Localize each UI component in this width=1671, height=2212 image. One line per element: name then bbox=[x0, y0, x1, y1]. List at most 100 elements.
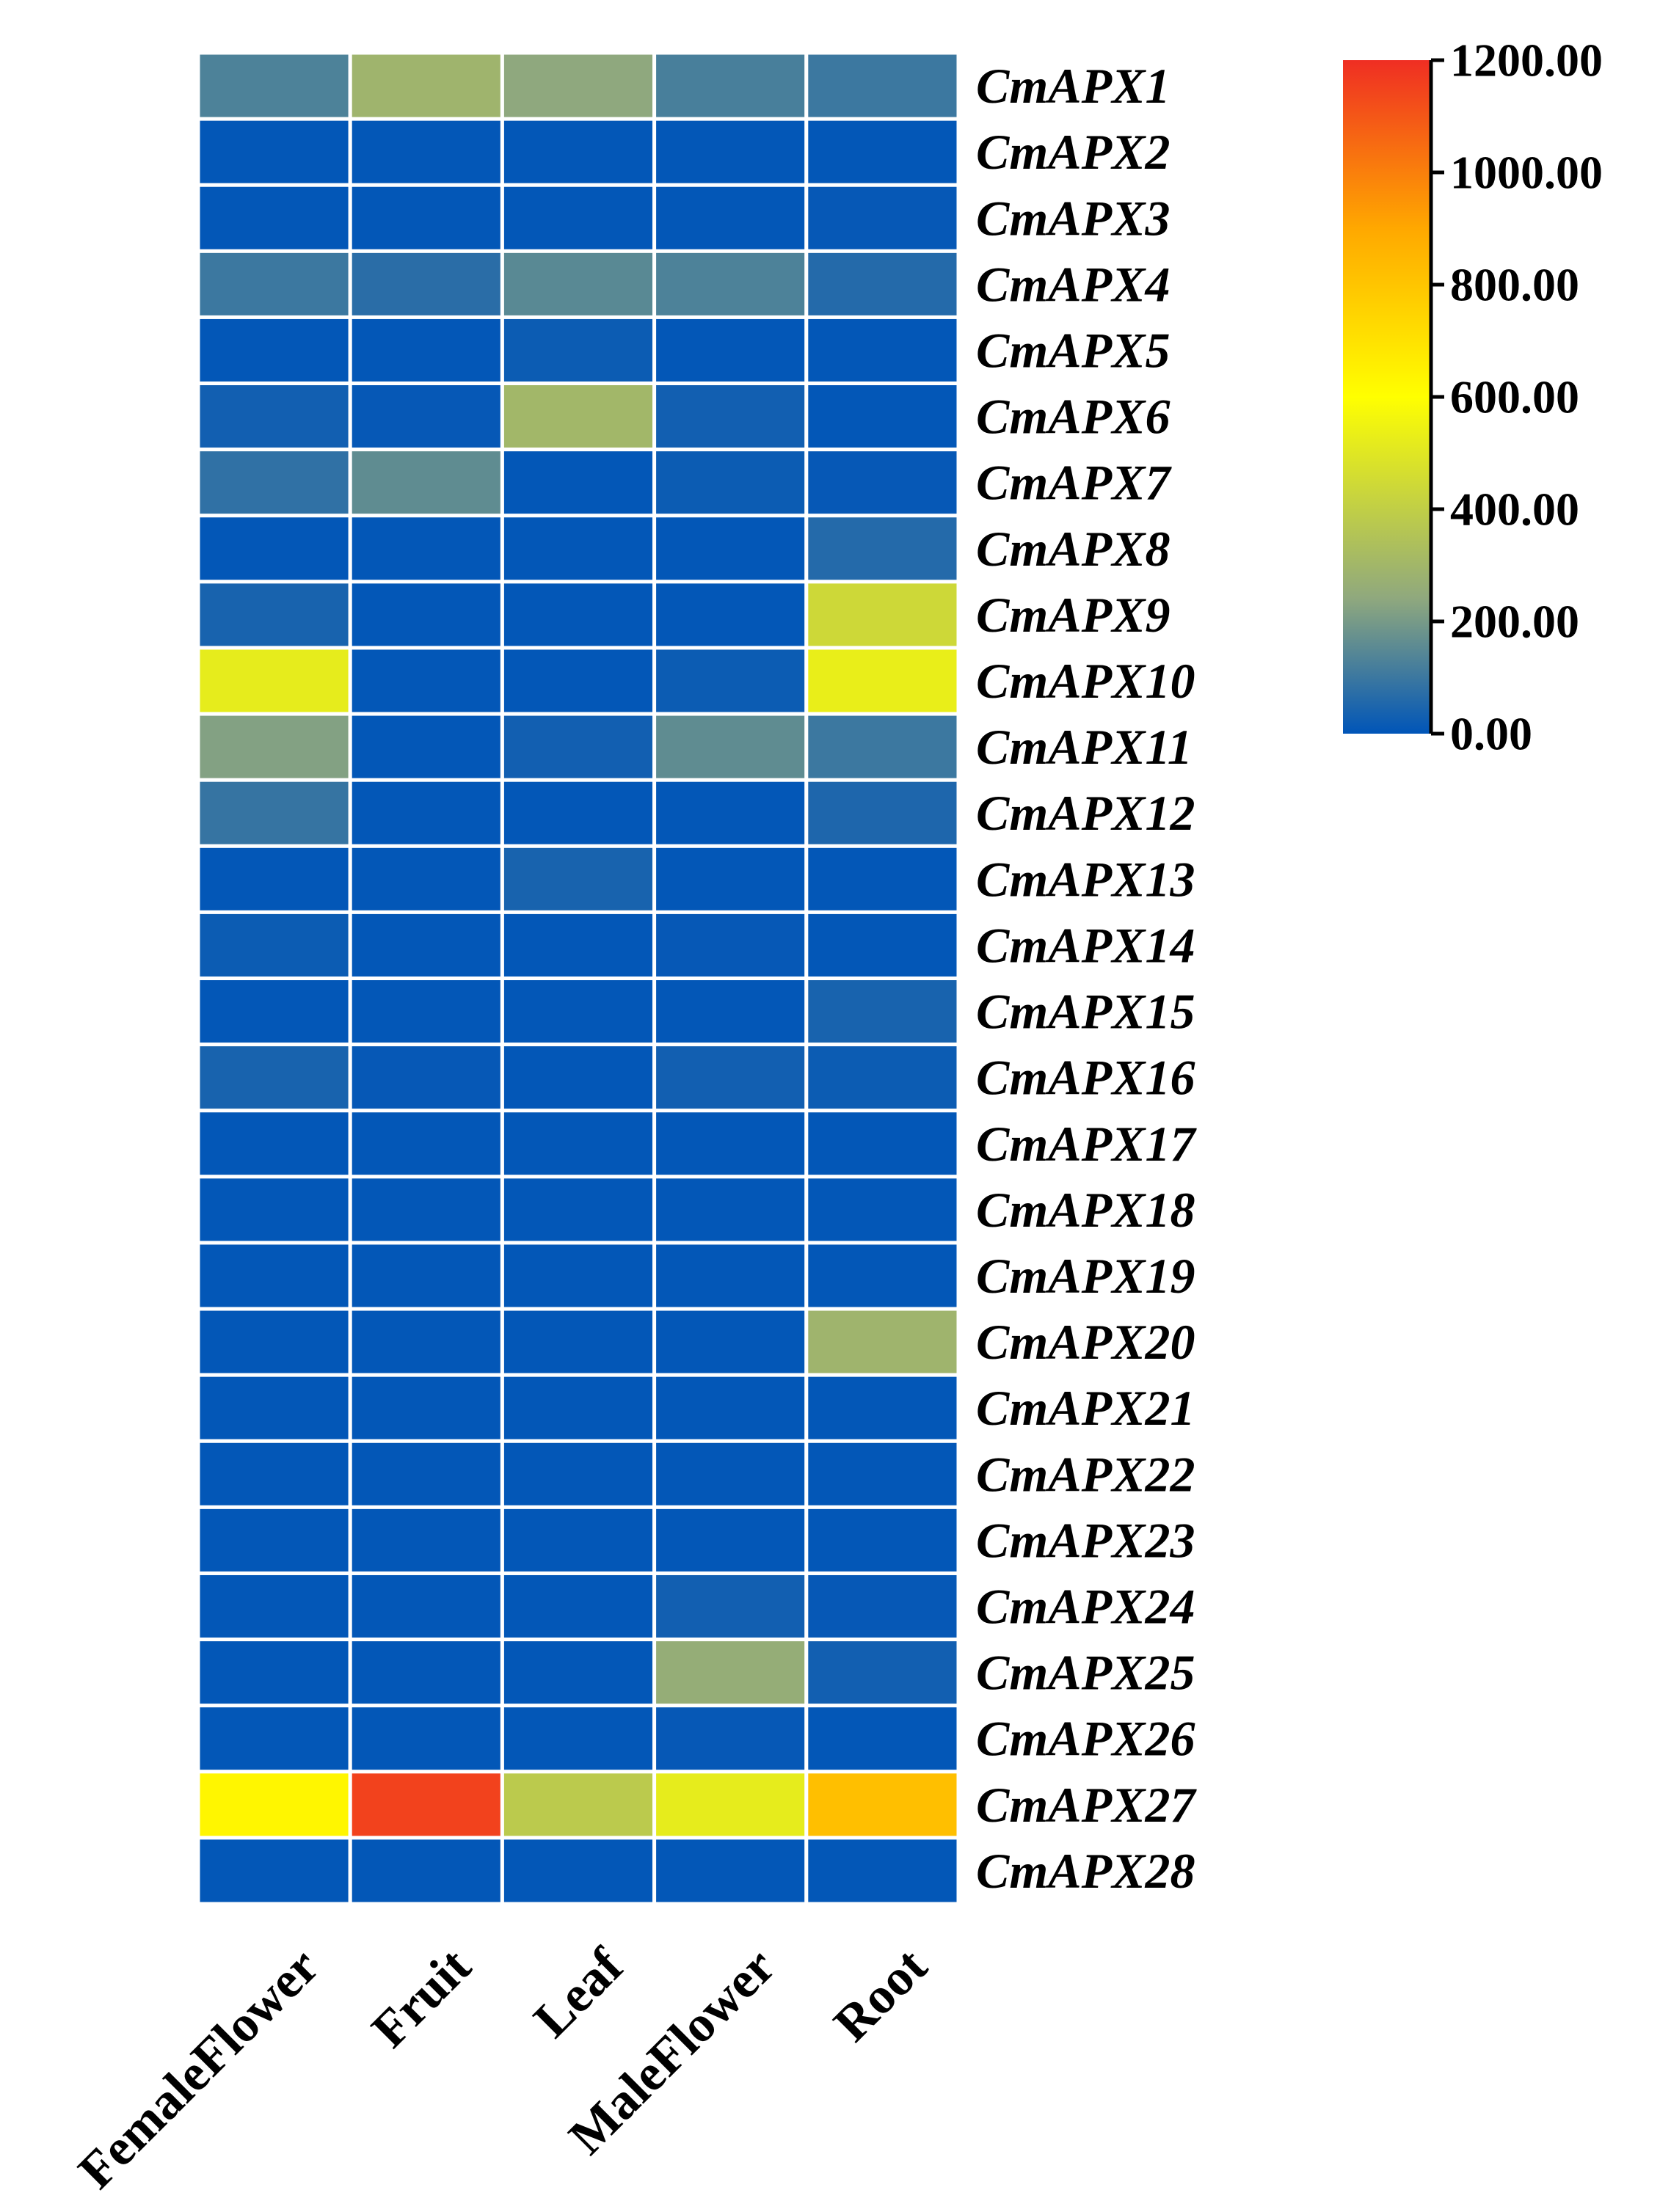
row-label-CmAPX24: CmAPX24 bbox=[976, 1579, 1195, 1635]
heatmap-cell-CmAPX19-FemaleFlower bbox=[196, 1241, 352, 1311]
heatmap-cell-CmAPX9-Leaf bbox=[500, 580, 657, 650]
heatmap-cell-CmAPX3-MaleFlower bbox=[652, 183, 809, 253]
heatmap-cell-CmAPX3-Root bbox=[804, 183, 961, 253]
row-label-CmAPX9: CmAPX9 bbox=[976, 587, 1171, 643]
heatmap-cell-CmAPX1-FemaleFlower bbox=[196, 51, 352, 121]
heatmap-cells bbox=[196, 51, 961, 1906]
heatmap-cell-CmAPX7-FemaleFlower bbox=[196, 448, 352, 518]
heatmap-cell-CmAPX14-FemaleFlower bbox=[196, 910, 352, 980]
heatmap-cell-CmAPX14-Leaf bbox=[500, 910, 657, 980]
row-label-CmAPX8: CmAPX8 bbox=[976, 521, 1171, 577]
heatmap-cell-CmAPX17-FemaleFlower bbox=[196, 1109, 352, 1179]
heatmap-cell-CmAPX7-MaleFlower bbox=[652, 448, 809, 518]
heatmap-cell-CmAPX26-Fruit bbox=[348, 1704, 504, 1774]
heatmap-cell-CmAPX19-Root bbox=[804, 1241, 961, 1311]
heatmap-cell-CmAPX14-Root bbox=[804, 910, 961, 980]
heatmap-cell-CmAPX3-Leaf bbox=[500, 183, 657, 253]
heatmap-cell-CmAPX6-FemaleFlower bbox=[196, 382, 352, 452]
heatmap-cell-CmAPX17-Fruit bbox=[348, 1109, 504, 1179]
row-label-CmAPX15: CmAPX15 bbox=[976, 984, 1195, 1040]
heatmap-cell-CmAPX28-FemaleFlower bbox=[196, 1836, 352, 1906]
heatmap-cell-CmAPX9-Root bbox=[804, 580, 961, 650]
heatmap-cell-CmAPX26-Leaf bbox=[500, 1704, 657, 1774]
heatmap-cell-CmAPX11-MaleFlower bbox=[652, 712, 809, 782]
heatmap-cell-CmAPX23-MaleFlower bbox=[652, 1505, 809, 1575]
heatmap-cell-CmAPX8-MaleFlower bbox=[652, 514, 809, 584]
heatmap-cell-CmAPX19-Leaf bbox=[500, 1241, 657, 1311]
heatmap-cell-CmAPX11-Leaf bbox=[500, 712, 657, 782]
heatmap-cell-CmAPX23-FemaleFlower bbox=[196, 1505, 352, 1575]
heatmap-cell-CmAPX15-Leaf bbox=[500, 977, 657, 1047]
heatmap-cell-CmAPX5-Root bbox=[804, 315, 961, 386]
heatmap-cell-CmAPX21-FemaleFlower bbox=[196, 1373, 352, 1443]
heatmap-cell-CmAPX28-MaleFlower bbox=[652, 1836, 809, 1906]
heatmap-cell-CmAPX4-Leaf bbox=[500, 249, 657, 319]
row-label-CmAPX3: CmAPX3 bbox=[976, 190, 1171, 246]
row-label-CmAPX10: CmAPX10 bbox=[976, 653, 1195, 709]
row-label-CmAPX22: CmAPX22 bbox=[976, 1446, 1195, 1502]
heatmap-cell-CmAPX16-Fruit bbox=[348, 1043, 504, 1113]
heatmap-cell-CmAPX20-FemaleFlower bbox=[196, 1307, 352, 1377]
heatmap-cell-CmAPX21-Fruit bbox=[348, 1373, 504, 1443]
heatmap-cell-CmAPX22-Fruit bbox=[348, 1439, 504, 1509]
row-label-CmAPX25: CmAPX25 bbox=[976, 1645, 1195, 1701]
row-label-CmAPX5: CmAPX5 bbox=[976, 322, 1171, 378]
column-label-Leaf: Leaf bbox=[523, 1938, 634, 2048]
heatmap-cell-CmAPX4-FemaleFlower bbox=[196, 249, 352, 319]
heatmap-cell-CmAPX20-Leaf bbox=[500, 1307, 657, 1377]
heatmap-cell-CmAPX1-Leaf bbox=[500, 51, 657, 121]
row-label-CmAPX12: CmAPX12 bbox=[976, 785, 1195, 841]
heatmap-cell-CmAPX20-Fruit bbox=[348, 1307, 504, 1377]
heatmap-cell-CmAPX6-MaleFlower bbox=[652, 382, 809, 452]
heatmap-cell-CmAPX10-FemaleFlower bbox=[196, 646, 352, 716]
heatmap-cell-CmAPX12-Fruit bbox=[348, 778, 504, 848]
row-labels: CmAPX1 CmAPX2 CmAPX3 CmAPX4 CmAPX5 CmAPX6 CmAP… bbox=[976, 58, 1197, 1899]
heatmap-cell-CmAPX24-FemaleFlower bbox=[196, 1571, 352, 1642]
heatmap-cell-CmAPX8-Fruit bbox=[348, 514, 504, 584]
column-label-Root: Root bbox=[823, 1938, 938, 2052]
heatmap-cell-CmAPX5-MaleFlower bbox=[652, 315, 809, 386]
heatmap-cell-CmAPX22-Leaf bbox=[500, 1439, 657, 1509]
heatmap-cell-CmAPX27-MaleFlower bbox=[652, 1770, 809, 1840]
heatmap-cell-CmAPX20-Root bbox=[804, 1307, 961, 1377]
colorbar-tick-label: 400.00 bbox=[1450, 483, 1579, 536]
heatmap-cell-CmAPX16-FemaleFlower bbox=[196, 1043, 352, 1113]
heatmap-cell-CmAPX26-MaleFlower bbox=[652, 1704, 809, 1774]
heatmap-cell-CmAPX25-Fruit bbox=[348, 1638, 504, 1708]
heatmap-cell-CmAPX8-FemaleFlower bbox=[196, 514, 352, 584]
heatmap-cell-CmAPX24-Root bbox=[804, 1571, 961, 1642]
colorbar-tick-label: 1200.00 bbox=[1450, 34, 1603, 87]
heatmap-cell-CmAPX4-MaleFlower bbox=[652, 249, 809, 319]
heatmap-cell-CmAPX13-Fruit bbox=[348, 844, 504, 914]
heatmap-cell-CmAPX10-Root bbox=[804, 646, 961, 716]
heatmap-cell-CmAPX13-Root bbox=[804, 844, 961, 914]
heatmap-cell-CmAPX13-MaleFlower bbox=[652, 844, 809, 914]
heatmap-cell-CmAPX21-Leaf bbox=[500, 1373, 657, 1443]
heatmap-cell-CmAPX18-FemaleFlower bbox=[196, 1175, 352, 1245]
heatmap-cell-CmAPX14-MaleFlower bbox=[652, 910, 809, 980]
heatmap-cell-CmAPX21-Root bbox=[804, 1373, 961, 1443]
row-label-CmAPX6: CmAPX6 bbox=[976, 389, 1171, 445]
heatmap-cell-CmAPX2-MaleFlower bbox=[652, 117, 809, 187]
heatmap-cell-CmAPX18-Fruit bbox=[348, 1175, 504, 1245]
heatmap-cell-CmAPX6-Root bbox=[804, 382, 961, 452]
heatmap-cell-CmAPX23-Root bbox=[804, 1505, 961, 1575]
heatmap-cell-CmAPX17-Leaf bbox=[500, 1109, 657, 1179]
row-label-CmAPX20: CmAPX20 bbox=[976, 1314, 1195, 1370]
row-label-CmAPX1: CmAPX1 bbox=[976, 58, 1171, 114]
column-label-Fruit: Fruit bbox=[361, 1938, 481, 2058]
heatmap-cell-CmAPX28-Fruit bbox=[348, 1836, 504, 1906]
heatmap-cell-CmAPX1-Fruit bbox=[348, 51, 504, 121]
heatmap-cell-CmAPX9-FemaleFlower bbox=[196, 580, 352, 650]
colorbar: 0.00 200.00 400.00 600.00 800.00 1000.00 1200.… bbox=[1343, 34, 1603, 760]
heatmap-cell-CmAPX16-Root bbox=[804, 1043, 961, 1113]
heatmap-cell-CmAPX8-Root bbox=[804, 514, 961, 584]
heatmap-cell-CmAPX7-Leaf bbox=[500, 448, 657, 518]
heatmap-cell-CmAPX12-Root bbox=[804, 778, 961, 848]
heatmap-cell-CmAPX28-Root bbox=[804, 1836, 961, 1906]
colorbar-tick-label: 200.00 bbox=[1450, 596, 1579, 648]
heatmap-cell-CmAPX15-Root bbox=[804, 977, 961, 1047]
heatmap-cell-CmAPX6-Fruit bbox=[348, 382, 504, 452]
heatmap-cell-CmAPX28-Leaf bbox=[500, 1836, 657, 1906]
